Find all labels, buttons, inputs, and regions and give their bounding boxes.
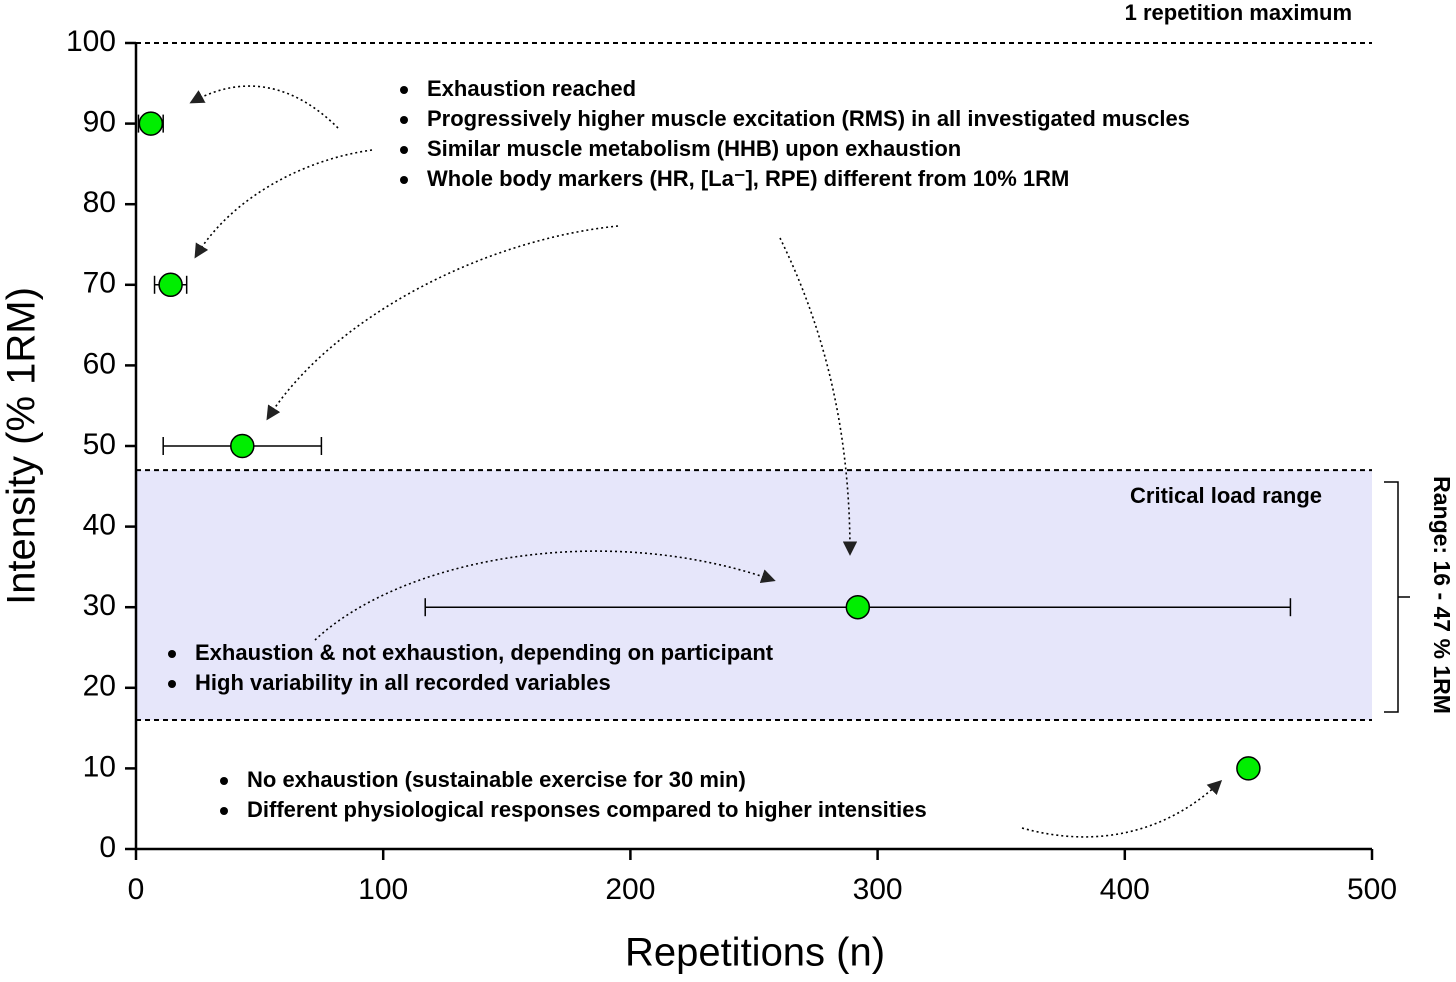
y-tick-label: 40	[83, 509, 116, 542]
y-tick-label: 60	[83, 347, 116, 380]
y-tick-label: 20	[83, 670, 116, 703]
annotation: Similar muscle metabolism (HHB) upon exh…	[427, 136, 961, 161]
bullet	[400, 146, 408, 154]
arrow	[314, 550, 776, 641]
bullet	[400, 176, 408, 184]
reference-label: 1 repetition maximum	[1125, 0, 1352, 25]
band-label: Critical load range	[1130, 483, 1322, 508]
critical-band	[136, 470, 1372, 721]
point	[138, 111, 164, 136]
y-tick-label: 70	[83, 267, 116, 300]
y-tick-label: 50	[83, 428, 116, 461]
annotation: Progressively higher muscle excitation (…	[427, 106, 1190, 131]
annotation: Whole body markers (HR, [La⁻], RPE) diff…	[427, 166, 1069, 191]
arrows	[189, 85, 1223, 838]
y-tick-label: 10	[83, 750, 116, 783]
y-tick-label: 80	[83, 186, 116, 219]
y-tick-label: 100	[66, 25, 116, 58]
annotation: No exhaustion (sustainable exercise for …	[247, 767, 746, 792]
x-tick-label: 300	[853, 873, 903, 906]
x-tick-label: 400	[1100, 873, 1150, 906]
x-tick-label: 100	[358, 873, 408, 906]
point	[1236, 756, 1261, 781]
bullet	[168, 680, 176, 688]
bullet	[220, 807, 228, 815]
range-bracket	[1384, 481, 1410, 713]
arrow	[189, 85, 339, 129]
bracket	[1384, 481, 1410, 713]
arrow	[1021, 780, 1223, 838]
arrow	[266, 225, 619, 421]
bullet	[400, 116, 408, 124]
bullet	[400, 86, 408, 94]
bullet	[168, 650, 176, 658]
x-tick-label: 200	[605, 873, 655, 906]
y-tick-label: 90	[83, 106, 116, 139]
annotation: Different physiological responses compar…	[247, 797, 927, 822]
arrow	[194, 149, 373, 259]
point	[845, 594, 871, 620]
annotation: Exhaustion & not exhaustion, depending o…	[195, 640, 774, 665]
x-tick-label: 500	[1347, 873, 1397, 906]
y-axis-title: Intensity (% 1RM)	[0, 287, 44, 605]
point	[230, 433, 255, 459]
bullet	[220, 777, 228, 785]
annotation: Exhaustion reached	[427, 76, 636, 101]
arrow	[779, 237, 858, 556]
bracket-label: Range: 16 - 47 % 1RM	[1429, 476, 1455, 714]
annotation: High variability in all recorded variabl…	[195, 670, 611, 695]
x-axis-title: Repetitions (n)	[625, 931, 885, 975]
y-tick-label: 0	[99, 831, 116, 864]
x-tick-label: 0	[128, 873, 145, 906]
y-tick-label: 30	[83, 589, 116, 622]
point	[158, 272, 183, 298]
